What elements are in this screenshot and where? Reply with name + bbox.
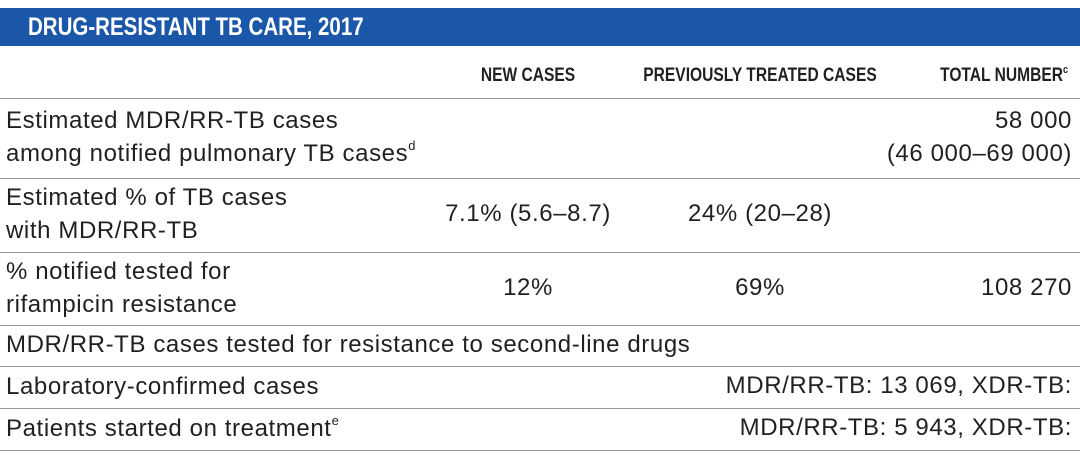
row-rule	[0, 450, 1080, 451]
row-label-text: rifampicin resistance	[6, 290, 238, 318]
total-cell: MDR/RR-TB: 13 069, XDR-TB:	[725, 372, 1072, 399]
row-rule	[0, 366, 1080, 367]
row-label-text: with MDR/RR-TB	[6, 217, 199, 244]
column-header-text: TOTAL NUMBER	[940, 65, 1063, 86]
new-cases-cell: 12%	[503, 273, 553, 301]
row-label-text: % notified tested for	[6, 257, 231, 285]
column-header-text: NEW CASES	[480, 65, 576, 86]
row-label: with MDR/RR-TB	[6, 216, 198, 246]
footnote-mark: c	[1062, 64, 1068, 76]
row-label: Patients started on treatmente	[6, 414, 339, 444]
total-cell: MDR/RR-TB: 5 943, XDR-TB:	[739, 414, 1072, 441]
row-label-text: Patients started on treatment	[6, 414, 332, 442]
row-label-text: Estimated % of TB cases	[6, 184, 288, 211]
previous-cases-cell: 24% (20–28)	[687, 200, 833, 227]
footnote-mark: e	[331, 412, 340, 428]
row-label: rifampicin resistance	[6, 290, 237, 320]
total-cell: 58 000	[994, 107, 1072, 134]
row-label: % notified tested for	[6, 257, 231, 287]
row-rule	[0, 325, 1080, 326]
footnote-mark: d	[408, 138, 417, 153]
header-title: DRUG-RESISTANT TB CARE, 2017	[28, 13, 364, 41]
row-label-text: Estimated MDR/RR-TB cases	[6, 107, 339, 134]
new-cases-cell: 7.1% (5.6–8.7)	[445, 200, 611, 227]
row-label-text: MDR/RR-TB cases tested for resistance to…	[6, 331, 691, 358]
row-label-text: Laboratory-confirmed cases	[6, 372, 320, 400]
row-rule	[0, 408, 1080, 409]
column-header: PREVIOUSLY TREATED CASES	[643, 65, 876, 87]
row-label: Laboratory-confirmed cases	[6, 372, 319, 402]
row-label: Estimated MDR/RR-TB cases	[6, 106, 338, 136]
previous-cases-cell: 69%	[735, 273, 785, 301]
header-bar	[0, 8, 1080, 46]
total-cell: 108 270	[981, 273, 1072, 301]
column-header: NEW CASES	[481, 65, 575, 87]
column-header: TOTAL NUMBERc	[940, 65, 1068, 87]
column-header-text: PREVIOUSLY TREATED CASES	[643, 65, 877, 86]
row-rule	[0, 98, 1080, 99]
row-label-text: among notified pulmonary TB cases	[6, 140, 409, 167]
row-label: Estimated % of TB cases	[6, 183, 287, 213]
row-rule	[0, 252, 1080, 253]
row-label: among notified pulmonary TB casesd	[6, 139, 416, 169]
row-label: MDR/RR-TB cases tested for resistance to…	[6, 330, 690, 360]
total-cell: (46 000–69 000)	[886, 140, 1072, 167]
row-rule	[0, 178, 1080, 179]
